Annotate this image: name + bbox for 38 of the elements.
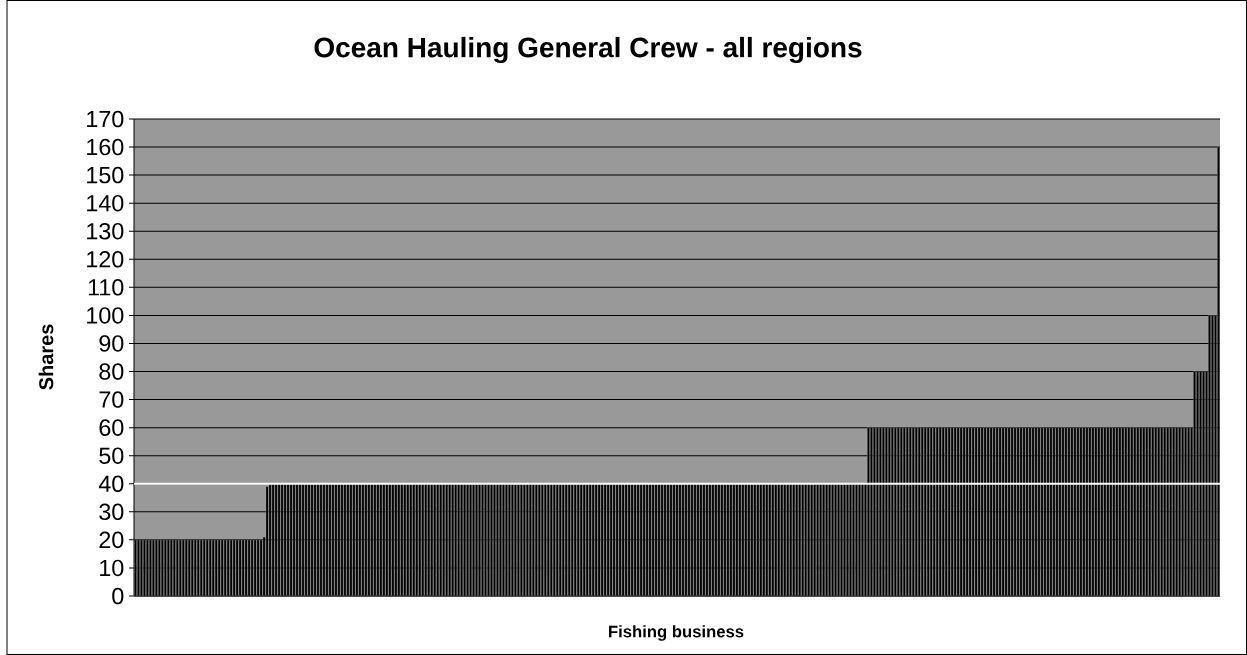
bar	[217, 539, 221, 597]
bar	[259, 539, 263, 597]
bar	[244, 539, 248, 597]
y-tick-label: 10	[100, 559, 124, 577]
y-tick-label: 170	[87, 110, 124, 128]
bar	[235, 539, 239, 597]
bar	[247, 539, 251, 597]
bar	[238, 539, 242, 597]
y-tick-label: 120	[87, 251, 124, 268]
y-tick-label: 80	[99, 363, 124, 380]
y-tick-label: 150	[87, 166, 124, 184]
bar	[256, 539, 260, 597]
bar	[241, 539, 245, 597]
y-tick-label: 100	[87, 307, 124, 324]
bar	[229, 539, 233, 597]
bar	[211, 539, 215, 597]
y-tick-label: 30	[99, 503, 124, 521]
bar	[250, 539, 254, 597]
y-tick-label: 40	[98, 475, 124, 493]
x-axis-title: Fishing business	[609, 625, 744, 641]
y-tick-label: 0	[112, 587, 124, 605]
y-tick-label: 50	[99, 447, 124, 464]
y-tick-label: 140	[87, 194, 124, 212]
y-tick-label: 90	[99, 335, 124, 352]
bar	[214, 539, 218, 597]
bar	[220, 539, 224, 597]
y-tick-label: 160	[87, 138, 124, 156]
bar	[223, 539, 227, 597]
bar	[226, 539, 230, 597]
y-tick-label: 110	[88, 279, 124, 296]
y-tick-label: 20	[99, 531, 124, 549]
y-tick-label: 70	[99, 391, 124, 408]
y-tick-label: 130	[87, 222, 124, 240]
bar	[232, 539, 236, 597]
bar	[253, 539, 257, 597]
y-axis-title: Shares	[38, 324, 54, 390]
chart-title: Ocean Hauling General Crew - all regions	[314, 36, 862, 64]
y-tick-label: 60	[99, 419, 124, 436]
